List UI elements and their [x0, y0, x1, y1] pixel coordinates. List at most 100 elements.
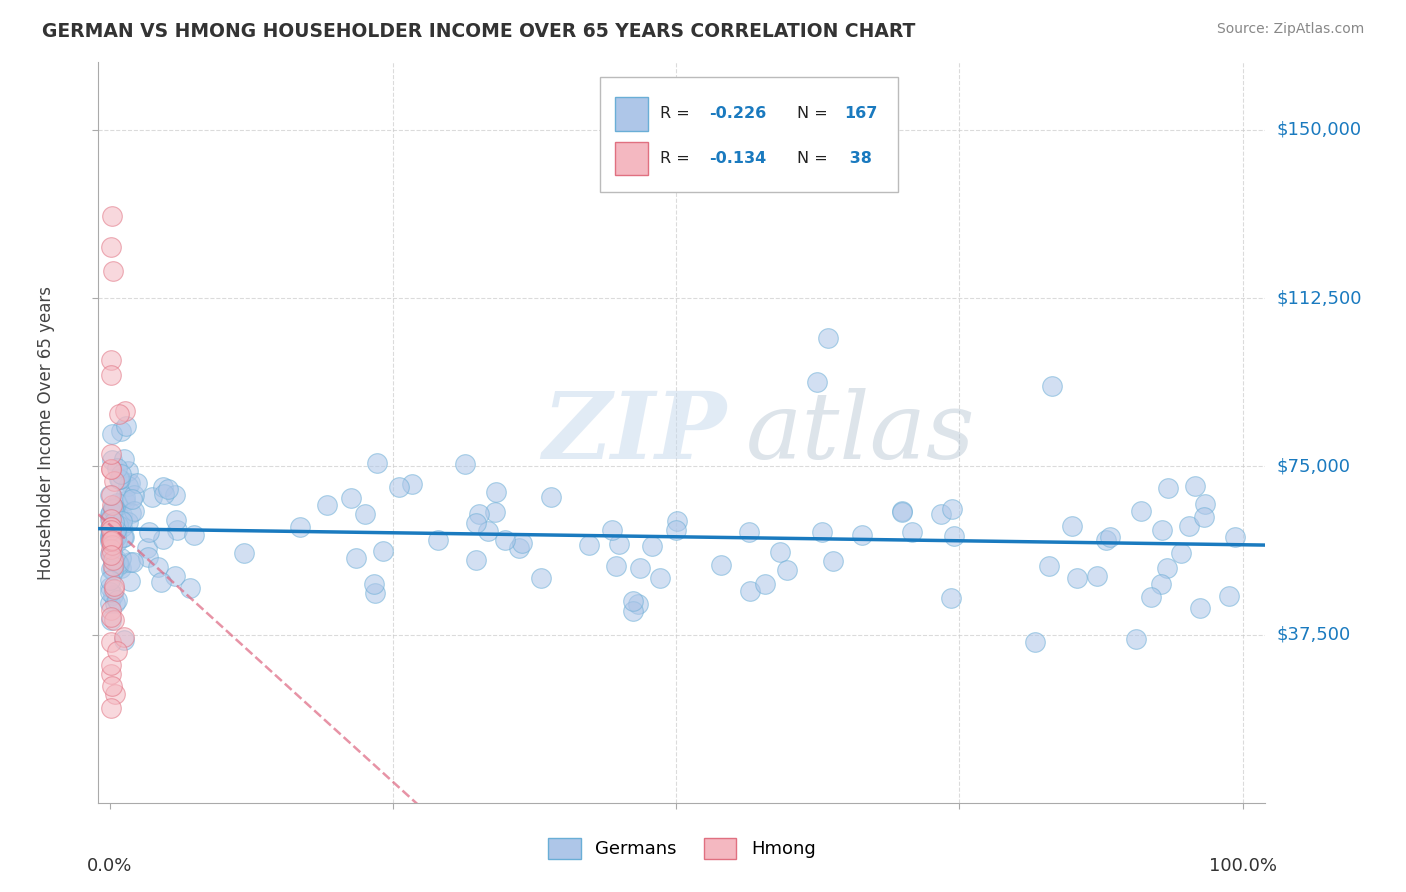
- Point: [578, 538, 600, 552]
- Point: [108, 472, 131, 486]
- Point: [108, 407, 131, 421]
- Point: [738, 524, 761, 539]
- Point: [454, 457, 477, 471]
- Point: [315, 498, 337, 512]
- Point: [163, 569, 186, 583]
- Point: [118, 476, 141, 491]
- Text: $112,500: $112,500: [1277, 289, 1362, 307]
- Point: [851, 528, 873, 542]
- Text: Householder Income Over 65 years: Householder Income Over 65 years: [37, 285, 55, 580]
- Point: [101, 508, 124, 523]
- Point: [107, 472, 129, 486]
- Point: [107, 521, 129, 535]
- Point: [494, 533, 516, 547]
- Point: [101, 553, 124, 567]
- Point: [112, 452, 135, 467]
- Point: [100, 701, 122, 715]
- Point: [101, 538, 124, 552]
- Point: [107, 557, 129, 571]
- Point: [100, 609, 122, 624]
- Point: [100, 657, 122, 672]
- Point: [100, 520, 122, 534]
- Point: [1066, 571, 1088, 585]
- Point: [101, 554, 124, 568]
- Point: [1177, 519, 1199, 533]
- Point: [100, 505, 122, 519]
- Point: [98, 584, 121, 599]
- Point: [101, 426, 124, 441]
- Point: [477, 524, 499, 539]
- Point: [103, 579, 125, 593]
- Point: [806, 375, 828, 389]
- Point: [530, 570, 553, 584]
- Point: [98, 573, 121, 587]
- Point: [107, 518, 129, 533]
- Point: [811, 524, 834, 539]
- Point: [775, 563, 797, 577]
- Point: [105, 528, 128, 542]
- Point: [1042, 379, 1064, 393]
- Point: [100, 533, 122, 548]
- Point: [100, 240, 122, 254]
- Text: R =: R =: [659, 106, 695, 121]
- Point: [104, 515, 127, 529]
- Point: [100, 523, 122, 537]
- Point: [468, 507, 491, 521]
- Point: [122, 555, 145, 569]
- Text: N =: N =: [797, 151, 834, 166]
- Point: [100, 679, 122, 693]
- Point: [101, 209, 124, 223]
- Point: [98, 488, 121, 502]
- Point: [401, 477, 423, 491]
- Point: [1218, 589, 1240, 603]
- Text: 0.0%: 0.0%: [87, 856, 132, 875]
- Point: [484, 504, 506, 518]
- Point: [104, 551, 127, 566]
- Point: [121, 491, 143, 506]
- Point: [366, 456, 388, 470]
- Point: [101, 500, 124, 514]
- Point: [1156, 560, 1178, 574]
- Point: [901, 524, 924, 539]
- Point: [100, 526, 122, 541]
- Text: GERMAN VS HMONG HOUSEHOLDER INCOME OVER 65 YEARS CORRELATION CHART: GERMAN VS HMONG HOUSEHOLDER INCOME OVER …: [42, 22, 915, 41]
- Point: [105, 461, 128, 475]
- Point: [127, 476, 149, 491]
- Point: [232, 546, 254, 560]
- Point: [103, 613, 125, 627]
- Point: [110, 514, 132, 528]
- Point: [623, 604, 645, 618]
- Point: [605, 558, 627, 573]
- Point: [149, 575, 172, 590]
- Point: [124, 488, 146, 502]
- Point: [103, 500, 125, 515]
- Point: [112, 530, 135, 544]
- Point: [110, 551, 132, 566]
- Point: [122, 504, 145, 518]
- Point: [1024, 635, 1046, 649]
- Point: [1223, 530, 1246, 544]
- Point: [101, 559, 124, 574]
- Point: [136, 549, 159, 564]
- Point: [100, 368, 122, 383]
- Point: [112, 632, 135, 647]
- Text: 38: 38: [844, 151, 872, 166]
- Point: [98, 547, 121, 561]
- Point: [114, 490, 136, 504]
- Point: [114, 493, 136, 508]
- Point: [166, 523, 188, 537]
- Point: [100, 462, 122, 476]
- Point: [152, 480, 174, 494]
- Point: [104, 687, 127, 701]
- Point: [354, 507, 377, 521]
- Point: [98, 512, 121, 526]
- Text: $75,000: $75,000: [1277, 458, 1351, 475]
- Point: [105, 530, 128, 544]
- Point: [1129, 504, 1152, 518]
- Point: [112, 631, 135, 645]
- Text: $150,000: $150,000: [1277, 120, 1362, 139]
- Point: [485, 485, 508, 500]
- Point: [465, 516, 488, 530]
- Point: [1194, 497, 1216, 511]
- Point: [105, 644, 128, 658]
